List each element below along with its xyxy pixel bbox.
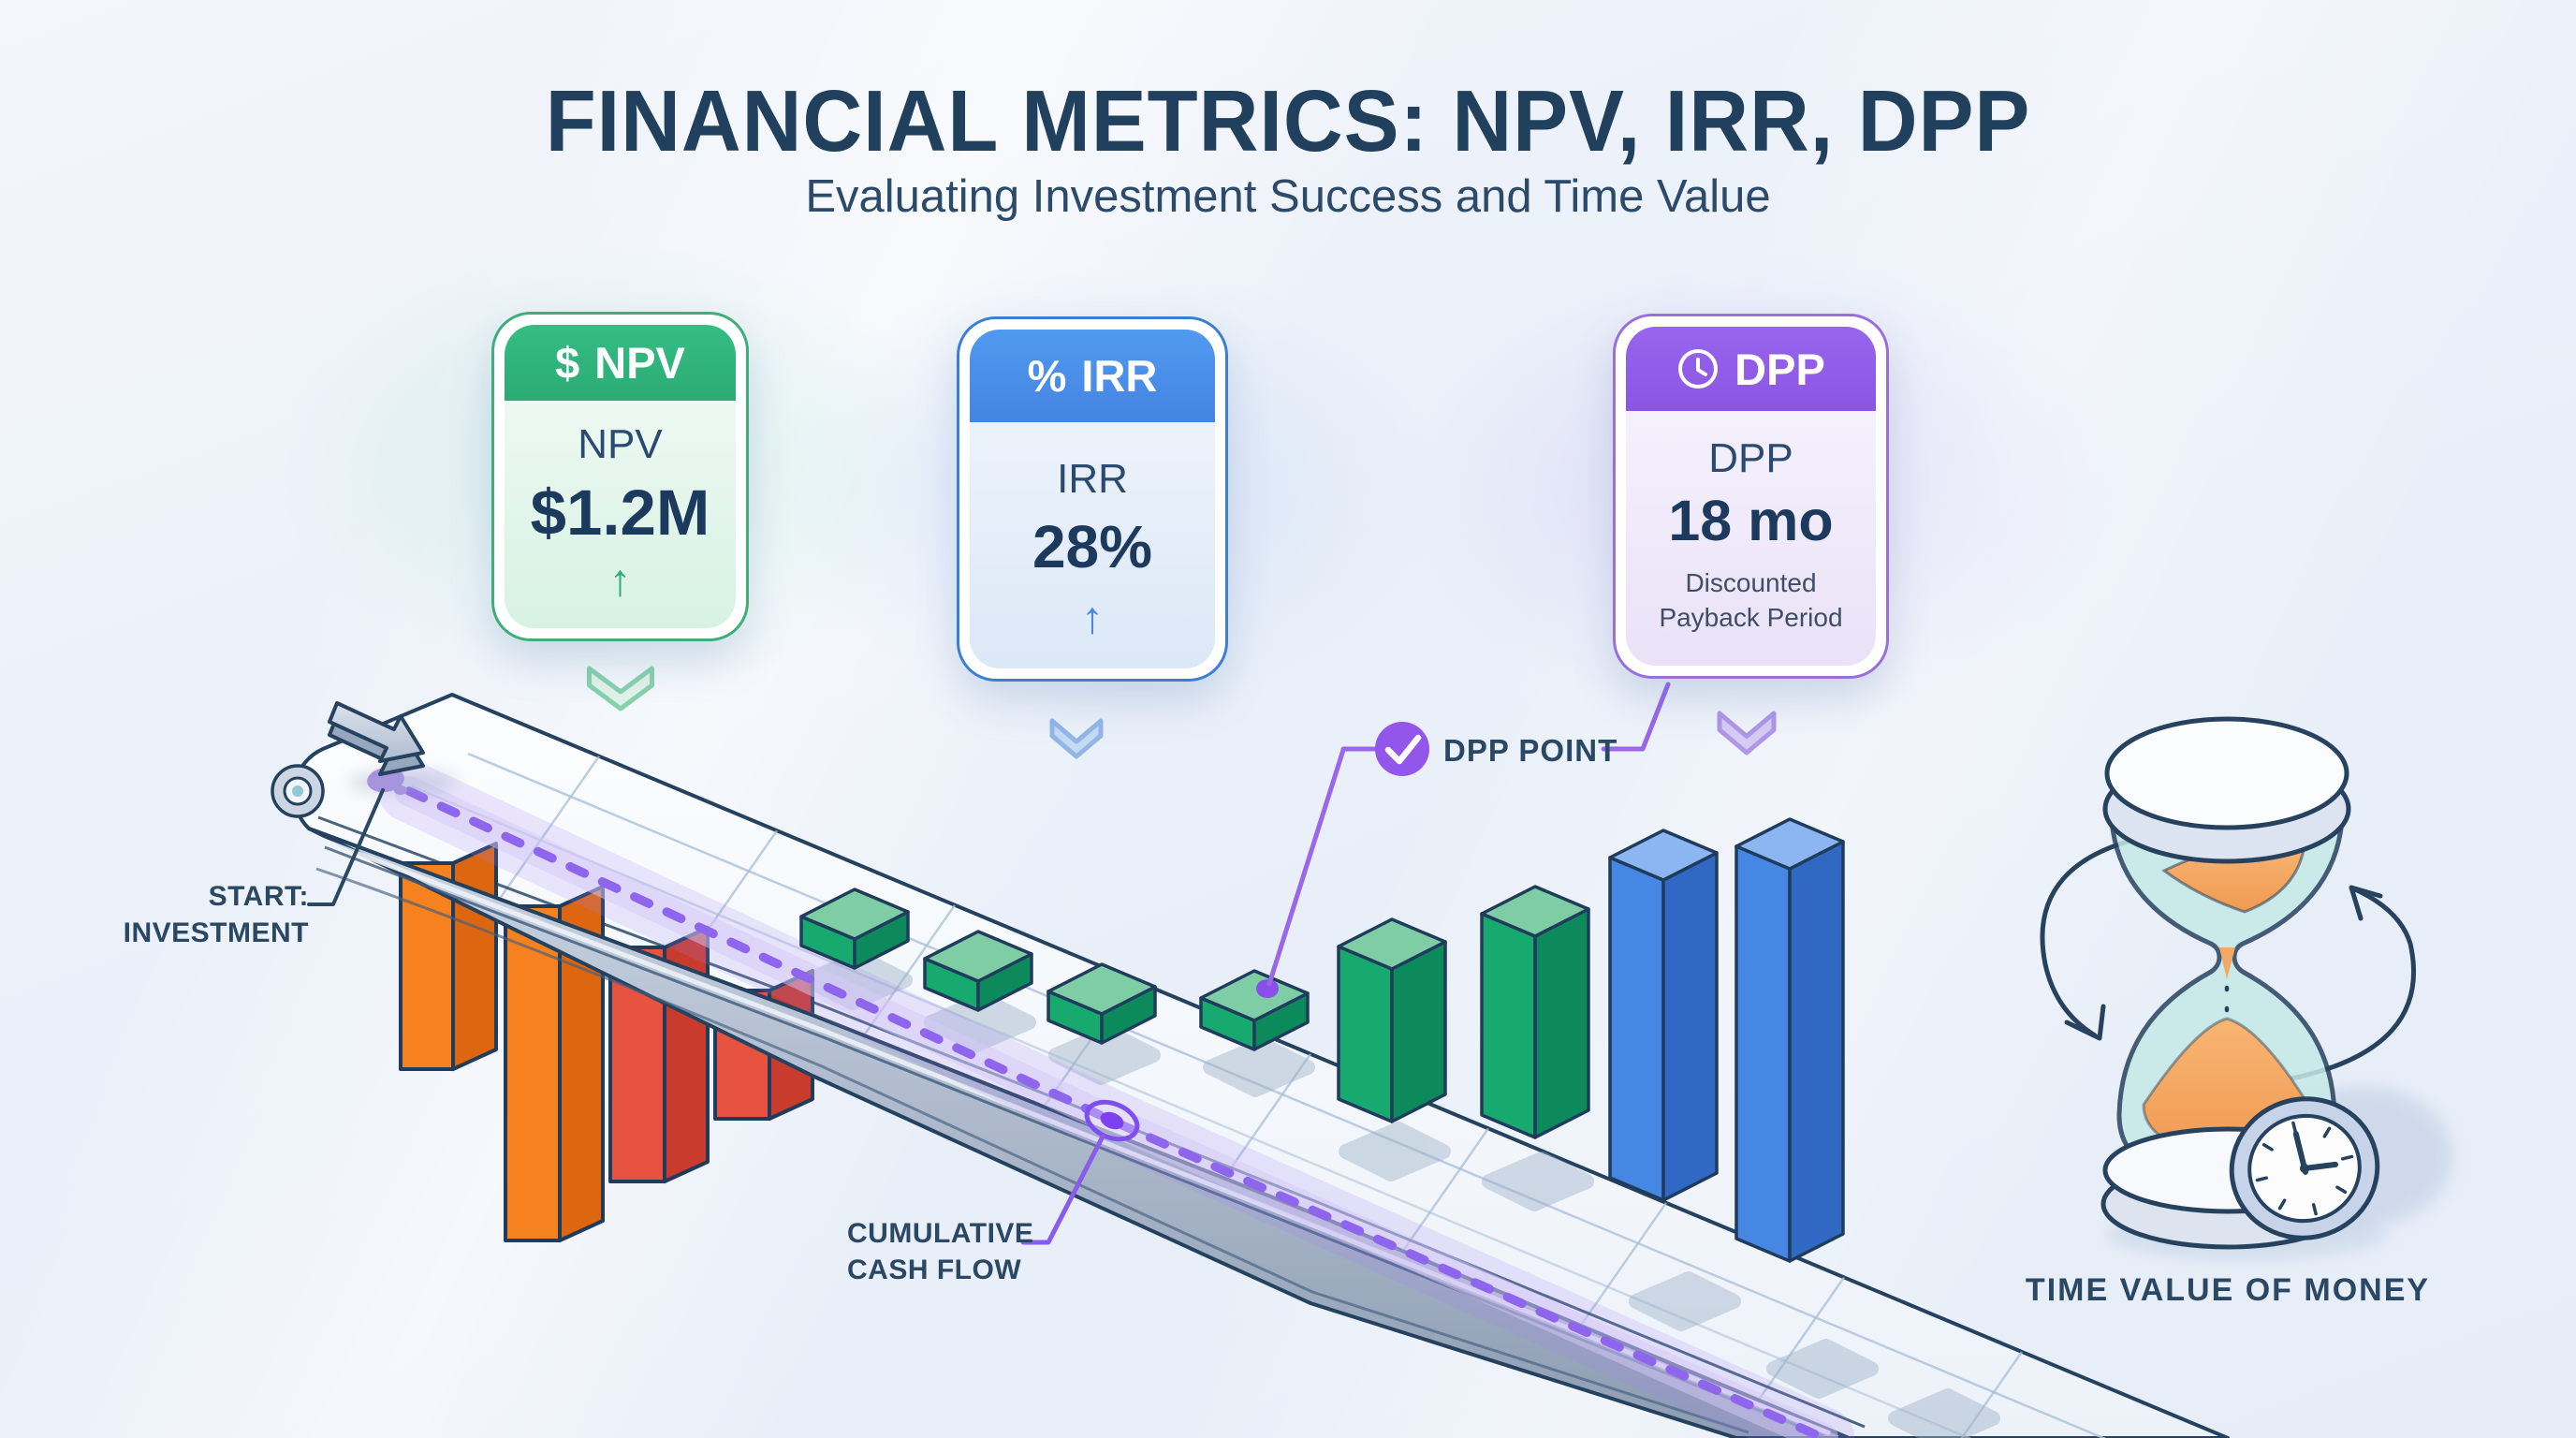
belt-grid xyxy=(411,752,2196,1438)
dollar-icon: $ xyxy=(555,338,580,388)
dpp-point-connector-line xyxy=(1266,746,1379,987)
clock-icon xyxy=(2229,1096,2380,1240)
dpp-card: DPP DPP 18 mo Discounted Payback Period xyxy=(1613,314,1889,679)
npv-label: NPV xyxy=(578,421,663,467)
dpp-caption: Discounted Payback Period xyxy=(1659,568,1843,632)
npv-header-label: NPV xyxy=(594,338,685,388)
irr-value: 28% xyxy=(1032,513,1153,580)
irr-card: % IRR IRR 28% ↑ xyxy=(957,316,1228,682)
investment-arrow-icon xyxy=(328,701,457,795)
irr-card-header: % IRR xyxy=(970,330,1215,422)
percent-icon: % xyxy=(1027,351,1067,401)
start-investment-label: START: INVESTMENT xyxy=(123,881,309,948)
dpp-value: 18 mo xyxy=(1668,489,1834,552)
negative-cashflow-bars xyxy=(399,842,814,1242)
irr-header-label: IRR xyxy=(1081,351,1158,401)
page-subtitle: Evaluating Investment Success and Time V… xyxy=(805,171,1771,222)
dpp-card-connector-line xyxy=(1601,682,1671,752)
npv-card-header: $ NPV xyxy=(505,325,736,401)
positive-cashflow-bars xyxy=(799,817,1845,1263)
cumulative-cashflow-label: CUMULATIVE CASH FLOW xyxy=(847,1218,1034,1285)
up-arrow-icon: ↑ xyxy=(1081,594,1104,643)
cycle-arrows-icon xyxy=(2040,830,2416,1081)
annotation-connectors xyxy=(307,682,1671,1245)
start-connector-line xyxy=(307,788,385,906)
card-chevrons xyxy=(587,666,1777,759)
npv-card: $ NPV NPV $1.2M ↑ xyxy=(491,312,749,641)
irr-label: IRR xyxy=(1057,456,1128,502)
dpp-point-label: DPP POINT xyxy=(1443,733,1618,768)
time-value-of-money-label: TIME VALUE OF MONEY xyxy=(2025,1272,2431,1308)
cumulative-connector-line xyxy=(1020,1134,1105,1245)
page-title: FINANCIAL METRICS: NPV, IRR, DPP xyxy=(545,72,2031,169)
npv-value: $1.2M xyxy=(530,477,710,549)
dpp-label: DPP xyxy=(1708,435,1793,481)
clock-icon xyxy=(1678,349,1719,389)
up-arrow-icon: ↑ xyxy=(608,556,632,606)
dpp-card-header: DPP xyxy=(1626,327,1876,411)
dpp-header-label: DPP xyxy=(1734,344,1825,394)
dpp-check-icon xyxy=(1375,722,1429,776)
hourglass-illustration xyxy=(2040,716,2452,1260)
